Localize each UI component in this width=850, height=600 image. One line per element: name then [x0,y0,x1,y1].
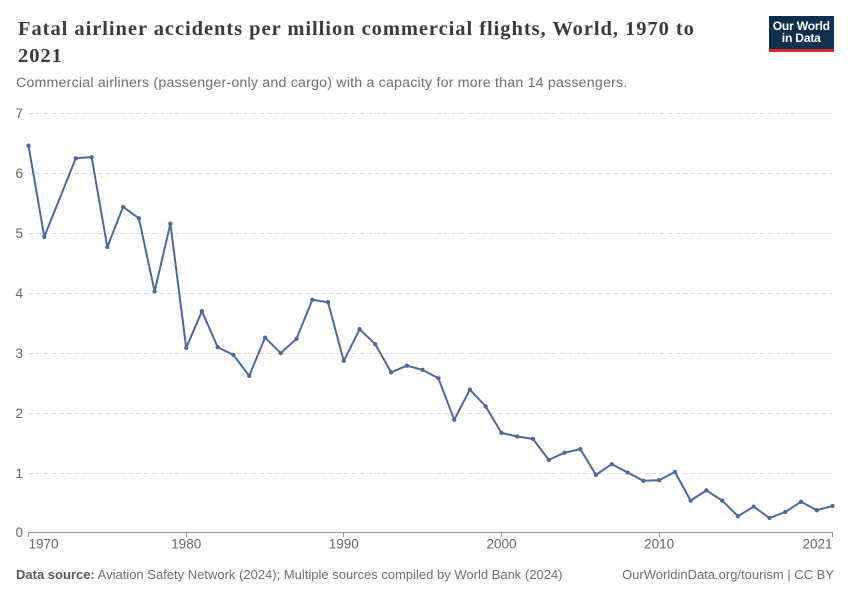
svg-text:1990: 1990 [329,537,359,552]
svg-text:2: 2 [15,406,23,421]
svg-text:1: 1 [15,466,23,481]
svg-text:1970: 1970 [29,537,59,552]
svg-text:6: 6 [15,166,23,181]
svg-text:0: 0 [15,525,23,540]
svg-text:2000: 2000 [486,537,516,552]
svg-text:4: 4 [15,286,23,301]
svg-text:5: 5 [15,226,23,241]
svg-text:2010: 2010 [644,537,674,552]
svg-text:1980: 1980 [171,537,201,552]
svg-text:2021: 2021 [802,537,832,552]
svg-text:3: 3 [15,346,23,361]
svg-text:7: 7 [15,106,23,121]
